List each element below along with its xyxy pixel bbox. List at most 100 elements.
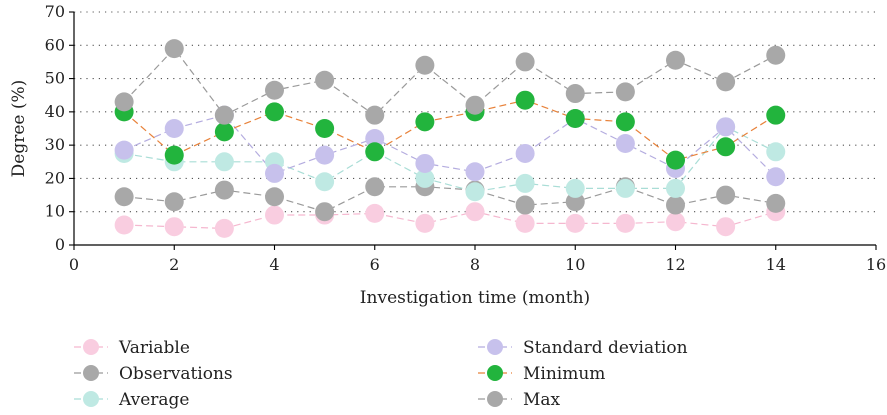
data-point [615, 178, 635, 198]
y-tick-label: 0 [55, 235, 65, 254]
data-point [315, 119, 335, 138]
data-point [615, 112, 635, 132]
y-axis-label: Degree (%) [9, 80, 29, 178]
legend-marker [487, 365, 503, 381]
data-point [565, 109, 585, 129]
data-point [716, 185, 736, 205]
data-point [565, 213, 585, 233]
data-point [766, 45, 786, 65]
data-point [365, 142, 385, 162]
data-point [315, 145, 335, 165]
y-tick-label: 70 [45, 2, 65, 21]
legend-label: Variable [118, 338, 190, 358]
data-point [114, 187, 134, 207]
legend-item: Minimum [478, 364, 605, 384]
y-tick-label: 50 [45, 69, 65, 88]
y-tick-label: 20 [45, 168, 65, 187]
data-point [315, 172, 335, 192]
y-tick-label: 10 [45, 202, 65, 221]
data-point [214, 105, 234, 125]
data-point [716, 72, 736, 92]
data-point [164, 192, 184, 212]
data-point [114, 140, 134, 160]
data-point [465, 162, 485, 182]
legend-item: Max [478, 390, 561, 410]
data-point [214, 180, 234, 200]
x-tick-label: 12 [665, 255, 685, 274]
data-point [515, 195, 535, 215]
data-point [615, 82, 635, 102]
data-point [515, 52, 535, 72]
data-point [265, 205, 284, 225]
data-point [666, 50, 685, 70]
data-point [415, 168, 435, 188]
legend-marker [83, 365, 99, 381]
data-point [515, 173, 535, 193]
legend-item: Standard deviation [478, 338, 688, 358]
data-point [565, 192, 585, 212]
data-point [114, 92, 134, 112]
legend-label: Standard deviation [523, 338, 688, 358]
data-point [766, 105, 786, 125]
data-point [766, 142, 786, 162]
legend-marker [83, 339, 99, 355]
x-axis-label: Investigation time (month) [360, 288, 590, 308]
legend-marker [83, 391, 99, 407]
x-tick-label: 8 [470, 255, 480, 274]
legend-item: Variable [74, 338, 190, 358]
data-point [615, 133, 635, 153]
data-point [415, 153, 435, 173]
data-point [666, 178, 685, 198]
legend-label: Max [523, 390, 561, 410]
data-point [164, 145, 184, 165]
data-point [164, 217, 184, 237]
x-tick-label: 2 [169, 255, 179, 274]
y-axis-ticks: 0 10 20 30 40 50 60 70 [45, 2, 74, 254]
data-point [716, 137, 736, 157]
data-point [515, 213, 535, 233]
data-point [265, 80, 284, 100]
x-tick-label: 16 [866, 255, 886, 274]
data-point [415, 112, 435, 132]
data-point [265, 163, 284, 183]
x-tick-label: 6 [370, 255, 380, 274]
x-tick-label: 4 [269, 255, 279, 274]
data-point [766, 193, 786, 213]
data-point [415, 213, 435, 233]
data-point [164, 119, 184, 138]
data-point [214, 218, 234, 238]
legend-marker [487, 391, 503, 407]
x-tick-label: 10 [565, 255, 585, 274]
data-point [164, 39, 184, 59]
legend-item: Average [74, 390, 189, 410]
data-point [716, 117, 736, 137]
data-point [315, 70, 335, 90]
data-point [716, 217, 736, 237]
x-tick-label: 0 [69, 255, 79, 274]
data-point [365, 128, 385, 148]
data-point [666, 195, 685, 215]
legend-label: Observations [119, 364, 233, 384]
series-line [123, 99, 777, 161]
legend-item: Observations [74, 364, 233, 384]
data-point [666, 150, 685, 170]
y-tick-label: 60 [45, 35, 65, 54]
data-point [565, 178, 585, 198]
data-point [214, 122, 234, 142]
x-tick-label: 14 [766, 255, 786, 274]
legend-label: Minimum [523, 364, 605, 384]
data-point [515, 90, 535, 110]
data-point [265, 187, 284, 207]
legend: Variable Observations Average Standard devi… [74, 338, 688, 410]
y-tick-label: 30 [45, 135, 65, 154]
data-point [365, 105, 385, 125]
y-tick-label: 40 [45, 102, 65, 121]
data-point [615, 213, 635, 233]
x-axis-ticks: 0 2 4 6 8 10 12 14 16 [69, 245, 886, 274]
series-points [114, 39, 786, 238]
data-point [565, 84, 585, 104]
data-point [315, 202, 335, 222]
data-point [766, 167, 786, 187]
data-point [214, 152, 234, 172]
